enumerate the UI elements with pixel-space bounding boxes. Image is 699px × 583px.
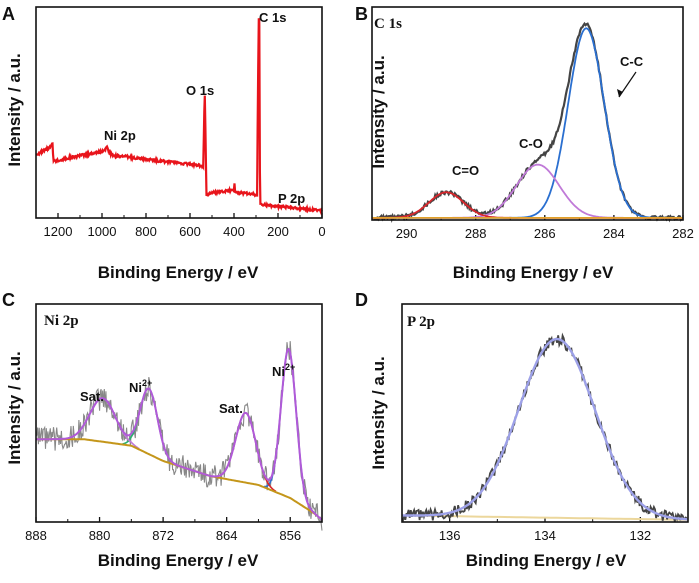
panel-d-fit-line <box>402 337 688 521</box>
panel-c-title: Ni 2p <box>44 313 79 329</box>
panel-a-annotation-c1s: C 1s <box>259 10 286 25</box>
panel-a-survey-line <box>35 18 323 216</box>
panel-c-xtick-label: 872 <box>152 528 174 543</box>
panel-c-xtick-label: 856 <box>279 528 301 543</box>
panel-c-background <box>36 438 323 521</box>
panel-b-xlabel: Binding Energy / eV <box>453 263 614 282</box>
panel-c-xtick-label: 888 <box>25 528 47 543</box>
panel-d-ylabel: Intensity / a.u. <box>369 356 388 469</box>
panel-a-frame <box>35 6 323 219</box>
panel-b-annotation-cc: C-C <box>620 54 644 69</box>
panel-letter-d: D <box>355 290 368 310</box>
panel-a-xtick-label: 400 <box>223 224 245 239</box>
panel-d-raw-line <box>401 332 689 522</box>
panel-c-annotation-ni-856: Ni2+ <box>272 362 295 379</box>
panel-b-ylabel: Intensity / a.u. <box>369 55 388 168</box>
panel-a-annotation-ni2p: Ni 2p <box>104 128 136 143</box>
panel-b-xtick-label: 288 <box>465 226 487 241</box>
panel-d-title: P 2p <box>407 314 435 330</box>
panel-b-annotation-ceqo: C=O <box>452 163 479 178</box>
panel-c-frame <box>35 303 323 523</box>
panel-a-axes: 1200 1000 800 600 400 200 0 <box>44 213 326 239</box>
panel-d-xlabel: Binding Energy / eV <box>466 551 627 570</box>
panel-letter-b: B <box>355 4 368 24</box>
panel-c-xlabel: Binding Energy / eV <box>98 551 259 570</box>
panel-b-xtick-label: 290 <box>396 226 418 241</box>
panel-a-xtick-label: 800 <box>135 224 157 239</box>
panel-a-ylabel: Intensity / a.u. <box>5 53 24 166</box>
panel-d-axes: 136 134 132 <box>439 517 651 543</box>
panel-a-xtick-label: 1000 <box>88 224 117 239</box>
panel-letter-c: C <box>2 290 15 310</box>
panel-c-annotation-ni-873: Ni2+ <box>129 378 152 395</box>
panel-c-xtick-label: 864 <box>216 528 238 543</box>
panel-b-title: C 1s <box>374 16 402 32</box>
panel-a-annotation-o1s: O 1s <box>186 83 214 98</box>
panel-a-xlabel: Binding Energy / eV <box>98 263 259 282</box>
panel-c-raw-line <box>35 341 323 531</box>
panel-b-xtick-label: 286 <box>534 226 556 241</box>
panel-d-xtick-label: 132 <box>629 528 651 543</box>
panel-a-xtick-label: 1200 <box>44 224 73 239</box>
panel-b-frame <box>371 6 684 221</box>
panel-b-arrow-head <box>617 89 623 97</box>
panel-a-xtick-label: 0 <box>318 224 325 239</box>
panel-a-xtick-label: 600 <box>179 224 201 239</box>
panel-b-xtick-label: 282 <box>672 226 694 241</box>
panel-c-envelope <box>36 347 323 521</box>
panel-a-annotation-p2p: P 2p <box>278 191 305 206</box>
panel-c-annotation-sat-880: Sat. <box>80 389 104 404</box>
panel-d-xtick-label: 136 <box>439 528 461 543</box>
panel-d-xtick-label: 134 <box>534 528 556 543</box>
panel-c-xtick-label: 880 <box>89 528 111 543</box>
panel-letter-a: A <box>2 4 15 24</box>
panel-c-axes: 888 880 872 864 856 <box>25 517 301 543</box>
panel-b-xtick-label: 284 <box>603 226 625 241</box>
panel-b-annotation-co: C-O <box>519 136 543 151</box>
panel-d-frame <box>401 303 689 523</box>
panel-c-ylabel: Intensity / a.u. <box>5 351 24 464</box>
panel-a-xtick-label: 200 <box>267 224 289 239</box>
panel-c-annotation-sat-862: Sat. <box>219 401 243 416</box>
